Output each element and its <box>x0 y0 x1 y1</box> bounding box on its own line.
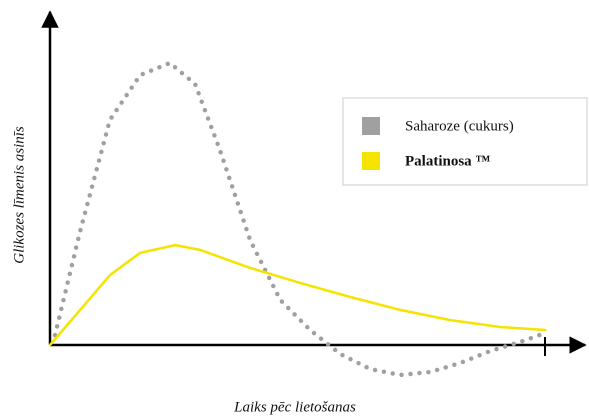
legend-swatch <box>362 152 380 170</box>
series-line <box>52 60 548 378</box>
legend-label: Saharoze (cukurs) <box>405 118 514 134</box>
x-axis-label: Laiks pēc lietošanas <box>233 399 356 415</box>
series-line <box>48 243 547 347</box>
plot-area <box>48 60 548 378</box>
legend: Saharoze (cukurs) Palatinosa ™ <box>362 117 514 170</box>
legend-box <box>342 97 588 186</box>
y-axis-label: Glikozes līmenis asinīs <box>11 126 27 264</box>
legend-swatch <box>362 117 380 135</box>
legend-label: Palatinosa ™ <box>405 153 490 169</box>
